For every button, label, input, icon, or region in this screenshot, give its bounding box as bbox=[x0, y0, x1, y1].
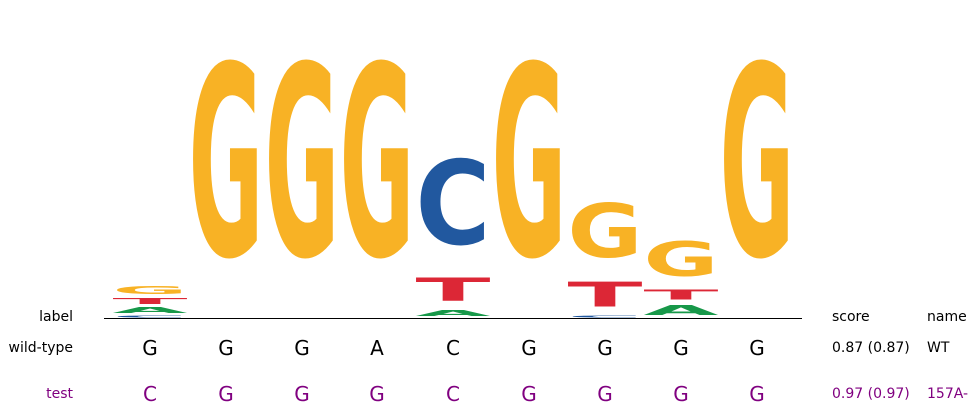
logo-letter-c: C bbox=[113, 315, 188, 318]
logo-letter-t: T bbox=[568, 275, 644, 315]
score-column-header: score bbox=[832, 309, 870, 325]
sequence-base: G bbox=[142, 336, 158, 360]
logo-letter-a: A bbox=[113, 306, 188, 315]
label-column-header: label bbox=[39, 309, 73, 325]
logo-letter-g: G bbox=[189, 12, 264, 318]
logo-letter-t: T bbox=[644, 287, 719, 302]
sequence-base: G bbox=[673, 382, 689, 406]
logo-letter-a: A bbox=[416, 309, 491, 318]
sequence-base: A bbox=[370, 336, 384, 360]
row-score: 0.87 (0.87) bbox=[832, 340, 910, 356]
sequence-base: G bbox=[749, 336, 765, 360]
sequence-base: G bbox=[218, 382, 234, 406]
sequence-base: G bbox=[294, 336, 310, 360]
sequence-base: G bbox=[369, 382, 385, 406]
sequence-base: G bbox=[597, 336, 613, 360]
logo-letter-g: G bbox=[568, 189, 643, 275]
sequence-base: G bbox=[749, 382, 765, 406]
logo-letter-g: G bbox=[340, 12, 415, 318]
sequence-base: C bbox=[143, 382, 157, 406]
logo-letter-g: G bbox=[644, 232, 719, 287]
row-name: WT bbox=[927, 340, 950, 356]
logo-letter-c: C bbox=[568, 315, 643, 318]
logo-letter-c: C bbox=[416, 137, 491, 272]
logo-letter-g: G bbox=[720, 12, 795, 318]
sequence-base: C bbox=[446, 382, 460, 406]
row-label-test: test bbox=[46, 386, 73, 402]
row-score: 0.97 (0.97) bbox=[832, 386, 910, 402]
logo-letter-t: T bbox=[113, 297, 188, 306]
sequence-base: G bbox=[521, 336, 537, 360]
sequence-base: G bbox=[597, 382, 613, 406]
logo-letter-a: A bbox=[644, 303, 720, 318]
logo-letter-t: T bbox=[416, 272, 491, 309]
sequence-base: G bbox=[673, 336, 689, 360]
logo-letter-g: G bbox=[492, 12, 567, 318]
logo-letter-g: G bbox=[265, 12, 340, 318]
logo-letter-g: G bbox=[113, 284, 188, 296]
name-column-header: name bbox=[927, 309, 967, 325]
sequence-base: G bbox=[294, 382, 310, 406]
sequence-base: C bbox=[446, 336, 460, 360]
sequence-base: G bbox=[218, 336, 234, 360]
row-name: 157A- bbox=[927, 386, 969, 402]
row-label-wild-type: wild-type bbox=[8, 340, 73, 356]
sequence-base: G bbox=[521, 382, 537, 406]
